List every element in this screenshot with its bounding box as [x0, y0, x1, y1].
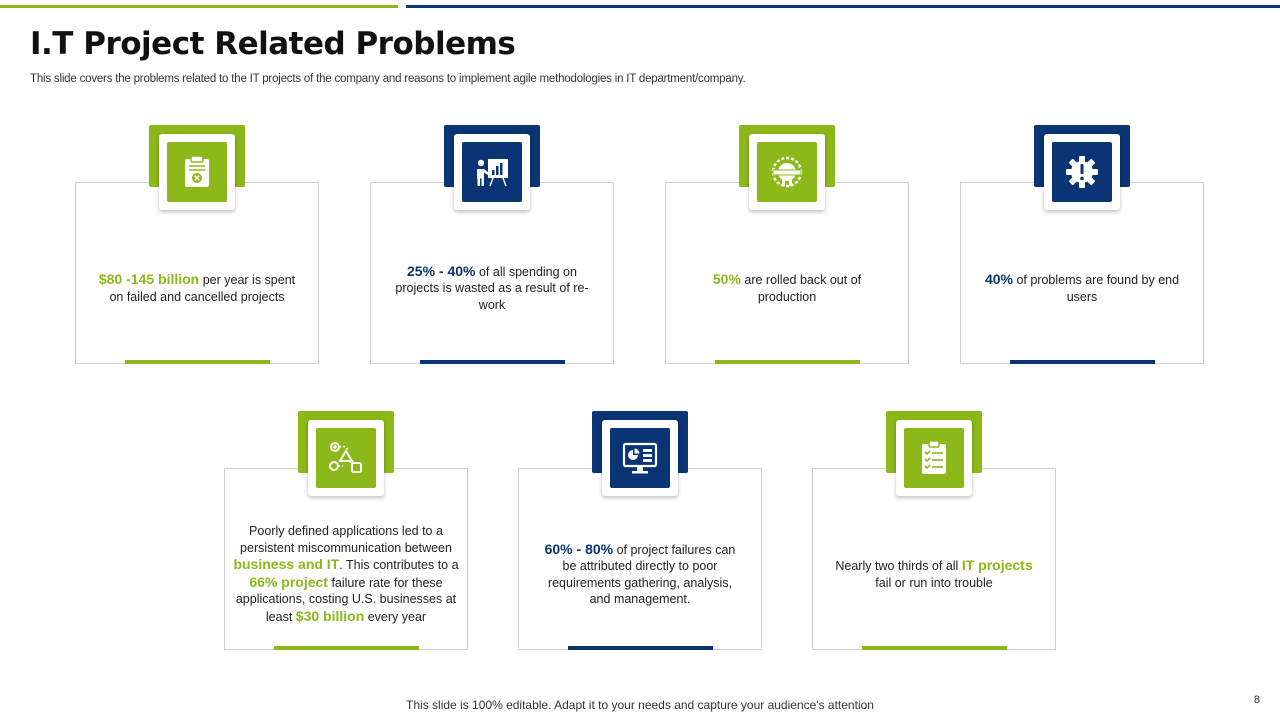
- card-text: 50% are rolled back out of production: [712, 271, 862, 304]
- icon-frame: [454, 134, 530, 210]
- icon-frame: [1044, 134, 1120, 210]
- card-bottom-bar: [568, 646, 713, 650]
- problem-card-7: Nearly two thirds of all IT projects fai…: [812, 411, 1056, 650]
- problem-card-4: 40% of problems are found by end users: [960, 125, 1204, 364]
- workflow-icon: [316, 428, 376, 488]
- gear-icon: [1052, 142, 1112, 202]
- problem-card-5: Poorly defined applications led to a per…: [224, 411, 468, 650]
- icon-frame: [308, 420, 384, 496]
- top-accent-bar-navy: [406, 5, 1280, 8]
- clipboard-x-icon: [167, 142, 227, 202]
- card-tab: [149, 125, 245, 210]
- slide-footer-note: This slide is 100% editable. Adapt it to…: [406, 698, 874, 712]
- problem-card-3: 50% are rolled back out of production: [665, 125, 909, 364]
- problem-card-2: 25% - 40% of all spending on projects is…: [370, 125, 614, 364]
- card-tab: [886, 411, 982, 496]
- card-bottom-bar: [715, 360, 860, 364]
- icon-frame: [159, 134, 235, 210]
- card-text: Nearly two thirds of all IT projects fai…: [835, 557, 1033, 590]
- card-text: 60% - 80% of project failures can be att…: [544, 540, 736, 607]
- card-tab: [1034, 125, 1130, 210]
- presentation-chart-icon: [462, 142, 522, 202]
- badge-ribbon-icon: [757, 142, 817, 202]
- icon-frame: [602, 420, 678, 496]
- card-bottom-bar: [420, 360, 565, 364]
- page-subtitle: This slide covers the problems related t…: [30, 73, 746, 85]
- card-tab: [444, 125, 540, 210]
- card-bottom-bar: [274, 646, 419, 650]
- card-text: 40% of problems are found by end users: [984, 271, 1180, 304]
- card-tab: [739, 125, 835, 210]
- problem-card-1: $80 -145 billion per year is spent on fa…: [75, 125, 319, 364]
- card-bottom-bar: [1010, 360, 1155, 364]
- card-text: $80 -145 billion per year is spent on fa…: [98, 271, 296, 304]
- card-tab: [298, 411, 394, 496]
- top-accent-bar-green: [0, 5, 398, 8]
- page-number: 8: [1253, 694, 1260, 706]
- card-bottom-bar: [125, 360, 270, 364]
- problem-card-6: 60% - 80% of project failures can be att…: [518, 411, 762, 650]
- monitor-dashboard-icon: [610, 428, 670, 488]
- icon-frame: [749, 134, 825, 210]
- page-title: I.T Project Related Problems: [30, 26, 516, 62]
- checklist-icon: [904, 428, 964, 488]
- card-text: 25% - 40% of all spending on projects is…: [395, 262, 589, 312]
- card-tab: [592, 411, 688, 496]
- card-text: Poorly defined applications led to a per…: [233, 524, 459, 624]
- card-bottom-bar: [862, 646, 1007, 650]
- icon-frame: [896, 420, 972, 496]
